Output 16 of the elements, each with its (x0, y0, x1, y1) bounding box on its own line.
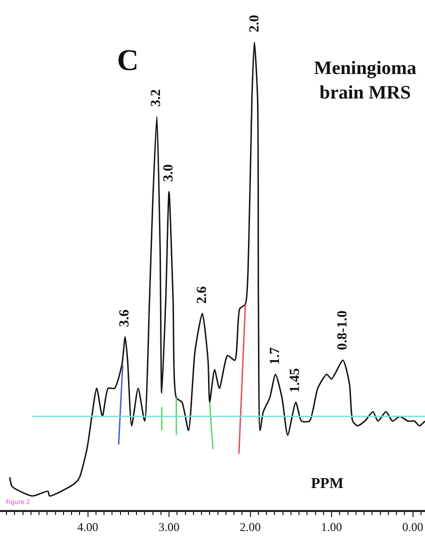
x-tick-label: 4.00 (77, 520, 98, 534)
annotation: 1.7 (268, 347, 284, 365)
annotation: 0.8-1.0 (336, 310, 351, 350)
annotation: Meningioma brain MRS (314, 58, 417, 104)
x-axis-title: PPM (311, 476, 344, 492)
x-tick-label: 3.00 (158, 520, 180, 534)
annotation: 3.6 (117, 309, 132, 327)
annotation: 1.45 (288, 368, 303, 393)
x-tick-label: 2.00 (240, 520, 261, 534)
x-tick-label: 0.00 (402, 520, 424, 534)
annotation: 3.2 (148, 89, 164, 107)
annotation: 2.0 (247, 14, 262, 32)
chart-title: C (117, 44, 139, 77)
x-tick-label: 1.00 (321, 520, 342, 534)
annotation: 3.0 (161, 164, 176, 182)
annotation: 2.6 (194, 286, 210, 304)
